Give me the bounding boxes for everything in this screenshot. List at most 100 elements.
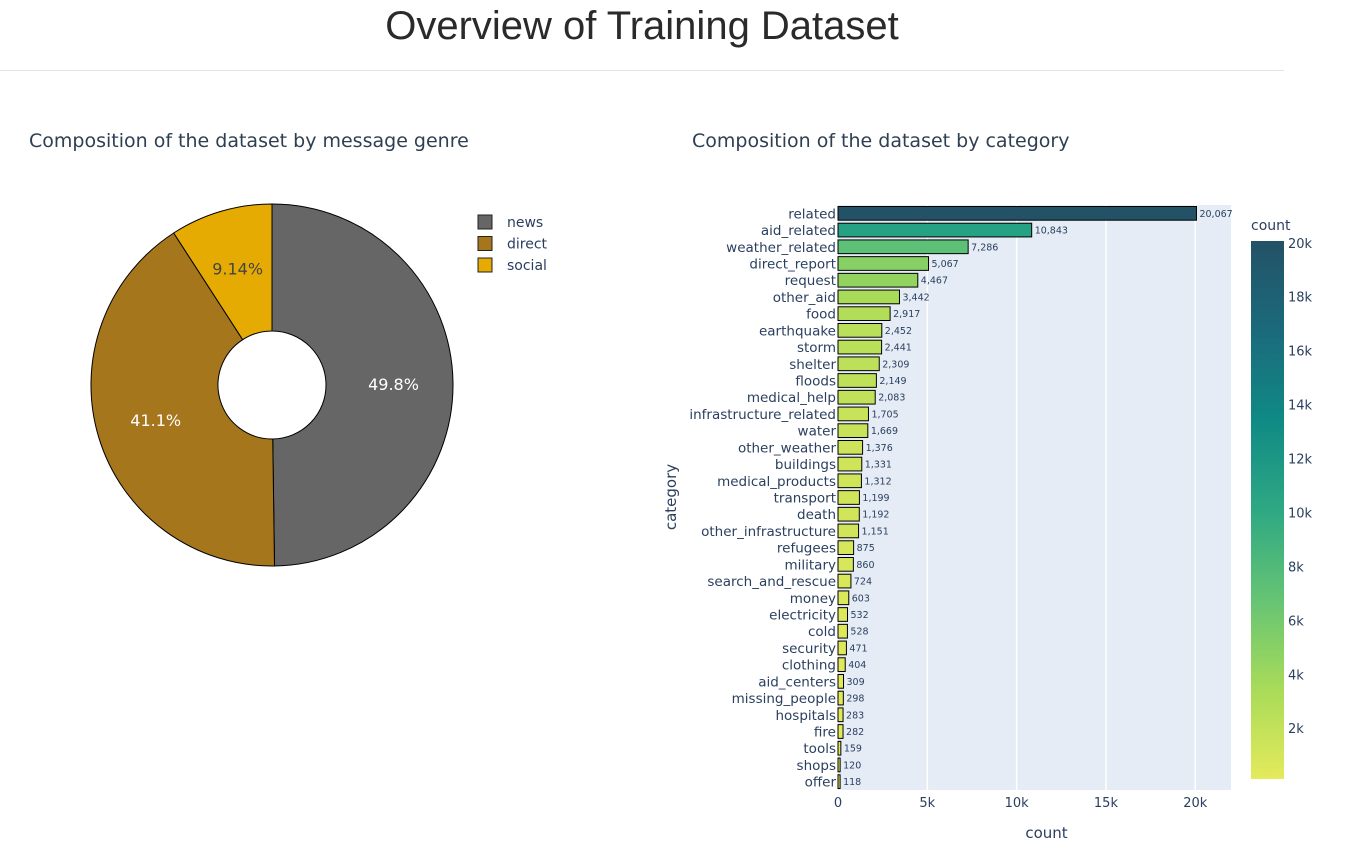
- bar-death[interactable]: [837, 506, 860, 522]
- x-tick-label: 20k: [1183, 796, 1208, 811]
- bar-shelter[interactable]: [837, 356, 880, 372]
- bar-value-label: 5,067: [932, 259, 959, 270]
- bar-clothing[interactable]: [837, 657, 846, 672]
- colorbar-tick-label: 12k: [1288, 453, 1313, 468]
- bar-value-label: 724: [854, 577, 872, 588]
- bar-other_aid[interactable]: [837, 289, 900, 305]
- bar-value-label: 20,067: [1199, 209, 1232, 220]
- bar-search_and_rescue[interactable]: [837, 573, 852, 589]
- bar-value-label: 120: [843, 760, 861, 771]
- bar-value-label: 283: [846, 710, 864, 721]
- y-tick-label: shops: [797, 758, 836, 774]
- bar-hospitals[interactable]: [837, 707, 844, 723]
- legend-label-direct[interactable]: direct: [507, 237, 548, 253]
- y-tick-label: medical_products: [717, 474, 836, 490]
- bar-water[interactable]: [837, 423, 869, 438]
- bar-transport[interactable]: [837, 490, 860, 505]
- bar-other_weather[interactable]: [837, 440, 864, 455]
- y-tick-label: transport: [774, 491, 836, 507]
- y-tick-label: aid_related: [761, 223, 836, 239]
- bar-buildings[interactable]: [837, 456, 863, 472]
- title-divider: [0, 70, 1284, 71]
- bar-offer[interactable]: [837, 774, 841, 789]
- y-tick-label: food: [806, 307, 836, 323]
- bar-value-label: 159: [844, 744, 862, 755]
- legend-label-social[interactable]: social: [507, 258, 547, 274]
- bar-food[interactable]: [837, 306, 891, 321]
- bar-storm[interactable]: [837, 339, 883, 355]
- bar-electricity[interactable]: [837, 607, 849, 622]
- y-tick-label: related: [788, 206, 836, 222]
- pie-slice-news[interactable]: [271, 203, 454, 567]
- bar-aid_centers[interactable]: [837, 674, 845, 689]
- bar-cold[interactable]: [837, 623, 848, 639]
- bar-request[interactable]: [837, 272, 919, 288]
- colorbar-tick-label: 10k: [1288, 506, 1313, 521]
- bar-value-label: 1,669: [871, 426, 898, 437]
- y-tick-label: storm: [797, 340, 836, 356]
- bar-money[interactable]: [837, 590, 850, 606]
- bar-shops[interactable]: [837, 757, 841, 773]
- bar-value-label: 2,452: [885, 326, 912, 337]
- bar-value-label: 532: [851, 610, 869, 621]
- legend-swatch-news[interactable]: [477, 214, 493, 230]
- bar-medical_products[interactable]: [837, 473, 862, 489]
- colorbar-tick-label: 4k: [1288, 668, 1304, 683]
- legend-swatch-social[interactable]: [477, 257, 493, 273]
- x-tick-label: 0: [834, 796, 842, 811]
- legend-label-news[interactable]: news: [507, 215, 543, 231]
- bar-military[interactable]: [837, 557, 854, 572]
- bar-value-label: 2,309: [882, 359, 909, 370]
- y-tick-label: offer: [805, 775, 837, 791]
- bar-refugees[interactable]: [837, 540, 855, 555]
- y-tick-label: military: [784, 557, 836, 573]
- bar-value-label: 860: [856, 560, 874, 571]
- bar-value-label: 118: [843, 777, 861, 788]
- colorbar-tick-label: 6k: [1288, 614, 1304, 629]
- bar-related[interactable]: [837, 206, 1197, 221]
- bar-missing_people[interactable]: [837, 690, 844, 706]
- y-tick-label: buildings: [775, 457, 836, 473]
- x-axis-title: count: [1025, 824, 1067, 842]
- bar-weather_related[interactable]: [837, 239, 969, 255]
- bar-value-label: 404: [848, 660, 866, 671]
- bar-fire[interactable]: [837, 724, 844, 739]
- legend-swatch-direct[interactable]: [477, 236, 493, 251]
- colorbar-tick-label: 2k: [1288, 722, 1304, 737]
- bar-value-label: 471: [849, 643, 867, 654]
- y-tick-label: tools: [803, 741, 836, 757]
- pie-legend[interactable]: news direct social: [477, 214, 548, 274]
- y-tick-label: missing_people: [732, 691, 836, 707]
- pie-chart: 49.8% 41.1% 9.14%: [90, 203, 454, 567]
- y-tick-label: cold: [808, 624, 836, 640]
- y-tick-label: other_aid: [773, 290, 836, 306]
- bar-direct_report[interactable]: [837, 256, 930, 271]
- bar-value-label: 528: [850, 627, 868, 638]
- bar-infrastructure_related[interactable]: [837, 406, 869, 422]
- bar-tools[interactable]: [837, 740, 842, 756]
- pie-label-direct: 41.1%: [130, 411, 181, 430]
- pie-slice-social[interactable]: [173, 203, 273, 341]
- bar-aid_related[interactable]: [837, 222, 1033, 238]
- y-axis-title: category: [662, 464, 680, 530]
- x-tick-label: 10k: [1005, 796, 1030, 811]
- bar-value-label: 1,312: [864, 476, 891, 487]
- pie-slice-direct[interactable]: [90, 232, 276, 567]
- colorbar-tick-label: 18k: [1288, 291, 1313, 306]
- bar-earthquake[interactable]: [837, 323, 883, 338]
- colorbar-tick-label: 14k: [1288, 399, 1313, 414]
- bar-floods[interactable]: [837, 373, 877, 388]
- y-tick-label: earthquake: [759, 323, 836, 339]
- bar-security[interactable]: [837, 640, 847, 656]
- pie-chart-title: Composition of the dataset by message ge…: [29, 130, 469, 152]
- bar-other_infrastructure[interactable]: [837, 523, 860, 539]
- bar-medical_help[interactable]: [837, 389, 876, 405]
- colorbar-tick-label: 20k: [1288, 237, 1313, 252]
- bar-value-label: 309: [847, 677, 865, 688]
- y-tick-label: security: [782, 641, 836, 657]
- bar-chart: 0 5k 10k 15k 20k related 20,067 aid_related 10,8…: [662, 205, 1233, 842]
- bar-value-label: 1,192: [862, 510, 889, 521]
- bar-value-label: 2,917: [893, 309, 920, 320]
- y-tick-label: floods: [795, 374, 836, 390]
- bar-value-label: 4,467: [921, 276, 948, 287]
